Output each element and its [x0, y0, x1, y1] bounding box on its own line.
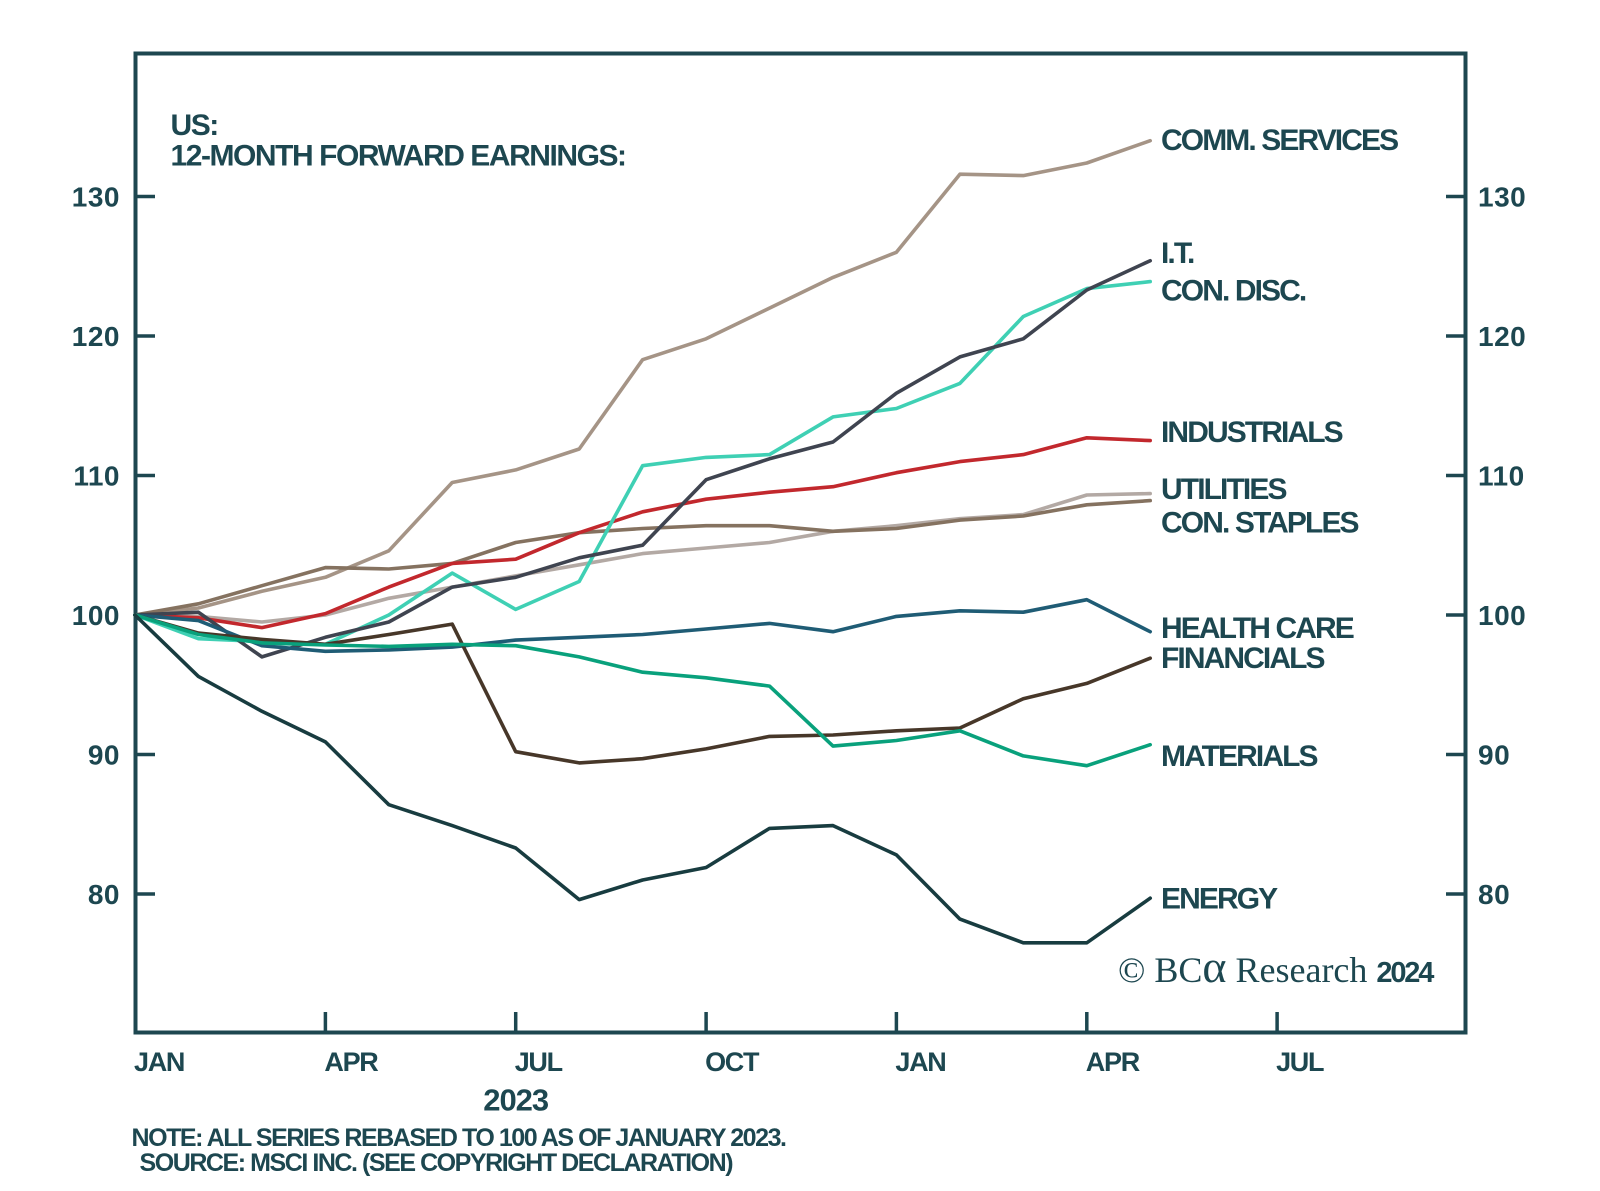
svg-text:110: 110 — [73, 460, 120, 491]
svg-text:JUL: JUL — [515, 1047, 563, 1077]
svg-text:MATERIALS: MATERIALS — [1161, 740, 1318, 773]
svg-text:130: 130 — [72, 181, 120, 212]
svg-text:80: 80 — [88, 879, 120, 910]
svg-text:APR: APR — [1086, 1047, 1140, 1077]
svg-text:FINANCIALS: FINANCIALS — [1161, 642, 1325, 675]
svg-text:HEALTH CARE: HEALTH CARE — [1161, 612, 1354, 645]
svg-text:110: 110 — [1478, 460, 1525, 491]
svg-text:APR: APR — [324, 1047, 378, 1077]
svg-text:US:: US: — [171, 109, 218, 142]
svg-text:120: 120 — [72, 321, 120, 352]
svg-text:OCT: OCT — [705, 1047, 760, 1077]
svg-text:JAN: JAN — [895, 1047, 945, 1077]
svg-text:ENERGY: ENERGY — [1161, 883, 1278, 916]
svg-text:INDUSTRIALS: INDUSTRIALS — [1161, 416, 1343, 449]
svg-text:I.T.: I.T. — [1161, 237, 1194, 270]
svg-text:90: 90 — [88, 739, 120, 770]
svg-text:COMM. SERVICES: COMM. SERVICES — [1161, 124, 1398, 157]
svg-text:100: 100 — [72, 600, 120, 631]
svg-text:80: 80 — [1478, 879, 1510, 910]
svg-text:JAN: JAN — [134, 1047, 184, 1077]
svg-text:2023: 2023 — [483, 1083, 549, 1118]
svg-text:100: 100 — [1478, 600, 1526, 631]
svg-text:CON. DISC.: CON. DISC. — [1161, 275, 1306, 308]
svg-text:120: 120 — [1478, 321, 1526, 352]
svg-text:UTILITIES: UTILITIES — [1161, 473, 1286, 506]
svg-text:NOTE: ALL SERIES REBASED TO 10: NOTE: ALL SERIES REBASED TO 100 AS OF JA… — [132, 1124, 787, 1152]
svg-text:90: 90 — [1478, 739, 1510, 770]
svg-text:130: 130 — [1478, 181, 1526, 212]
svg-text:SOURCE: MSCI INC. (SEE COPYRIG: SOURCE: MSCI INC. (SEE COPYRIGHT DECLARA… — [140, 1149, 734, 1177]
svg-text:12-MONTH FORWARD EARNINGS:: 12-MONTH FORWARD EARNINGS: — [171, 140, 626, 173]
svg-text:JUL: JUL — [1276, 1047, 1324, 1077]
svg-text:CON. STAPLES: CON. STAPLES — [1161, 507, 1359, 540]
